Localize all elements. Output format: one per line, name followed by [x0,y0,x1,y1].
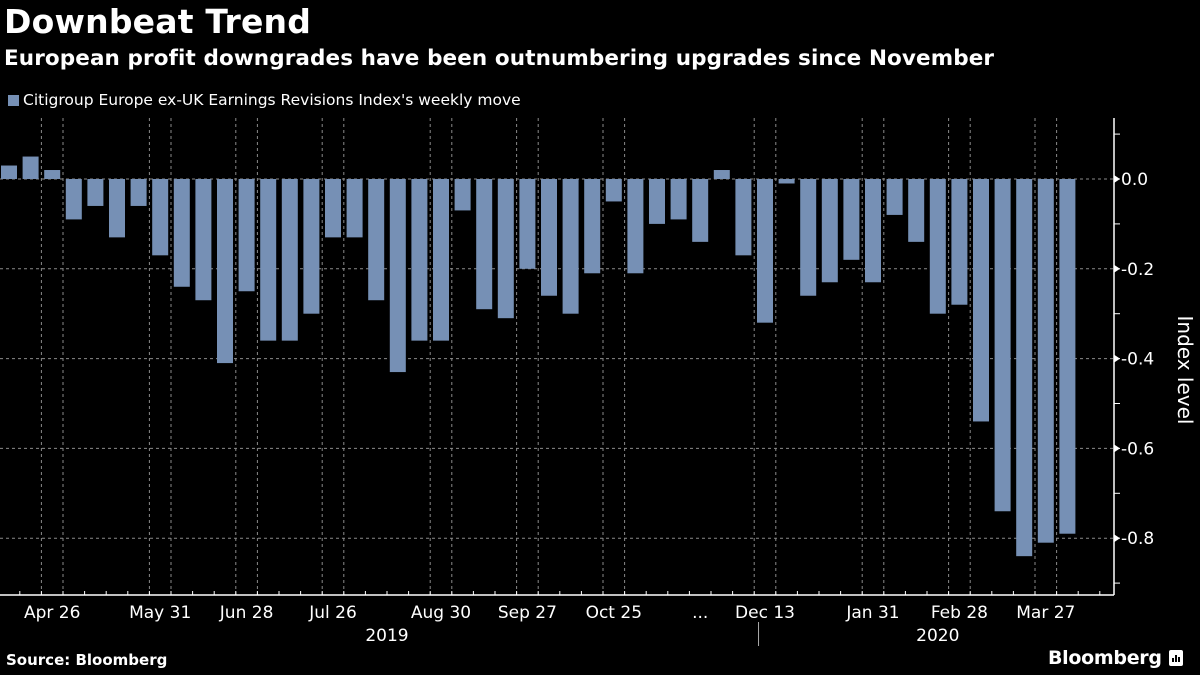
bar [778,179,795,184]
x-tick-label: Feb 28 [931,603,988,623]
y-tick-label: -0.2 [1121,260,1154,280]
x-tick-label: ... [692,603,708,623]
bar [195,179,212,301]
bar [800,179,817,296]
chart-subtitle: European profit downgrades have been out… [4,46,995,71]
y-tick-label: -0.6 [1121,439,1154,459]
axis-labels: 0.0 -0.2 -0.4 -0.6 -0.8 Index level Apr 26 May … [24,170,1197,646]
chart-title: Downbeat Trend [4,2,312,41]
bar [109,179,125,238]
bar [454,179,471,211]
bar [713,170,730,179]
bar [433,179,449,341]
y-major-tick [1114,175,1120,183]
y-major-tick [1114,444,1120,453]
gridlines [0,118,1114,595]
brand-name: Bloomberg [1048,647,1162,669]
bar [865,179,881,283]
bar [562,179,579,314]
bar [929,179,946,314]
x-tick-label: Dec 13 [735,603,795,623]
bloomberg-logo: Bloomberg [1048,647,1183,669]
source-note: Source: Bloomberg [6,651,168,669]
bar [757,179,773,323]
bar [1059,179,1076,534]
bar [1037,179,1054,543]
x-tick-label: Apr 26 [24,603,80,623]
bar [670,179,687,220]
bar [584,179,601,274]
bar [87,179,104,206]
y-tick-label: 0.0 [1121,170,1148,190]
y-tick-label: -0.4 [1121,350,1154,370]
x-tick-label: Mar 27 [1016,603,1075,623]
bar [476,179,493,310]
bloomberg-chart-icon [1168,650,1183,666]
bar [886,179,903,215]
bar [994,179,1011,512]
x-tick-label: Jul 26 [308,603,357,623]
legend-label: Citigroup Europe ex-UK Earnings Revision… [23,91,521,109]
bar [973,179,989,422]
bar [281,179,298,341]
legend: Citigroup Europe ex-UK Earnings Revision… [8,91,521,109]
x-tick-label: Jun 28 [219,603,274,623]
bar [843,179,860,260]
axes [0,118,1120,646]
x-tick-label: Oct 25 [586,603,642,623]
y-major-tick [1114,354,1120,363]
bar [368,179,385,301]
bar [541,179,557,296]
x-tick-label: Aug 30 [411,603,471,623]
legend-swatch [8,94,19,106]
year-label: 2020 [916,626,959,646]
bar [389,179,406,373]
bar [1,165,17,179]
bar [735,179,752,256]
x-tick-label: Jan 31 [845,603,899,623]
x-tick-label: Sep 27 [498,603,557,623]
bar [173,179,190,287]
bar [951,179,968,305]
bar [692,179,709,242]
y-major-tick [1114,534,1120,543]
bar [260,179,277,341]
bar [217,179,233,364]
bars [1,156,1076,557]
bar [821,179,838,283]
y-tick-label: -0.8 [1121,529,1154,549]
bar [152,179,169,256]
bar [325,179,341,238]
bar [411,179,428,341]
bar [44,170,61,179]
bar [497,179,514,319]
x-tick-label: May 31 [129,603,191,623]
year-label: 2019 [365,626,408,646]
bar [1016,179,1033,557]
bar [649,179,665,224]
bar [519,179,536,269]
bar [303,179,320,314]
bar [130,179,147,206]
bar [238,179,255,292]
bar [22,156,39,179]
bar [605,179,622,202]
bar [627,179,644,274]
bar [346,179,363,238]
bar [65,179,82,220]
y-major-tick [1114,264,1120,273]
y-axis-title: Index level [1173,316,1197,425]
bar [908,179,925,242]
